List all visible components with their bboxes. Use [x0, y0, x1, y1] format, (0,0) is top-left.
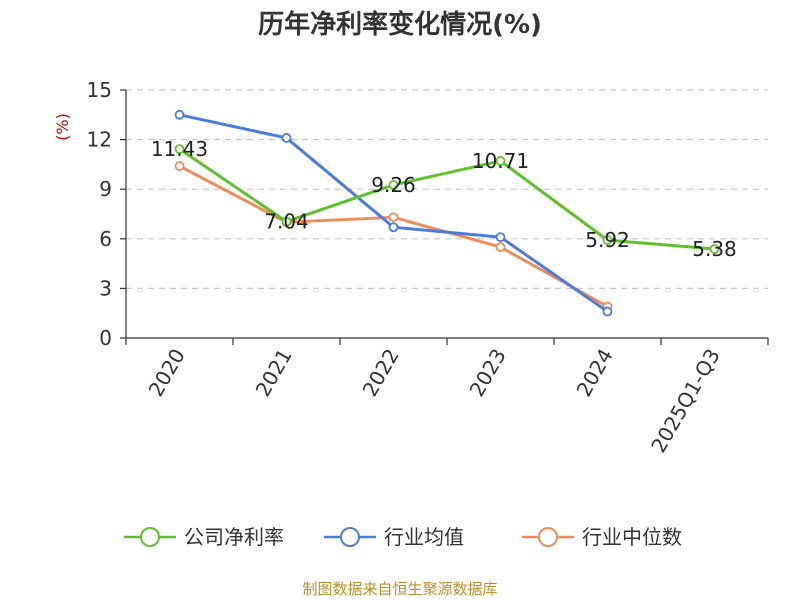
data-point [174, 144, 185, 154]
y-tick-label: 12 [87, 128, 112, 152]
data-point [388, 180, 399, 190]
data-label: 7.04 [264, 210, 309, 234]
data-point [174, 109, 185, 120]
legend-label: 行业均值 [384, 525, 464, 549]
data-label: 10.71 [472, 149, 529, 173]
y-tick-label: 3 [99, 276, 112, 300]
data-labels: 11.43 7.04 9.26 10.71 5.92 5.38 [151, 137, 737, 261]
x-tick-label: 2023 [465, 345, 511, 401]
chart-title: 历年净利率变化情况(%) [258, 10, 542, 40]
series-line [178, 147, 715, 251]
data-label: 5.92 [585, 228, 630, 252]
data-label: 9.26 [371, 173, 416, 197]
data-point [495, 232, 506, 243]
data-point [602, 235, 613, 246]
x-tick-label: 2021 [251, 345, 297, 401]
data-point [495, 242, 506, 252]
data-point [388, 212, 399, 223]
y-tick-label: 6 [99, 227, 112, 251]
y-tick-label: 0 [99, 326, 112, 350]
x-tick-label: 2020 [144, 345, 190, 401]
legend-swatch-marker [140, 527, 160, 547]
data-label: 11.43 [151, 137, 208, 161]
x-tick-label: 2022 [358, 345, 404, 401]
legend: 公司净利率 行业均值 行业中位数 [124, 525, 682, 549]
y-axis-unit: (%) [53, 113, 72, 141]
y-tick-label: 9 [99, 177, 112, 201]
data-point [388, 222, 399, 233]
data-point [174, 161, 185, 171]
legend-swatch-marker [538, 527, 558, 547]
axes: 0 3 6 9 12 15 2020 2021 2022 2023 2024 2025Q1-Q3 [87, 78, 769, 457]
legend-swatch-marker [340, 527, 360, 547]
data-point [709, 244, 720, 254]
legend-label: 公司净利率 [184, 525, 284, 549]
data-point [281, 216, 292, 227]
data-source: 制图数据来自恒生聚源数据库 [302, 580, 498, 598]
series [174, 109, 720, 317]
x-tick-label: 2025Q1-Q3 [646, 345, 725, 457]
grid-lines [126, 89, 768, 289]
data-point [281, 133, 292, 143]
data-label: 5.38 [692, 237, 737, 261]
data-point [602, 306, 613, 317]
legend-label: 行业中位数 [582, 525, 682, 549]
y-tick-label: 15 [87, 78, 112, 102]
data-point [495, 156, 506, 166]
x-tick-label: 2024 [572, 345, 618, 401]
